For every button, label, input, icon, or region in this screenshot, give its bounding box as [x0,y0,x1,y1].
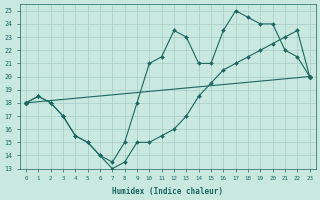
X-axis label: Humidex (Indice chaleur): Humidex (Indice chaleur) [112,187,223,196]
